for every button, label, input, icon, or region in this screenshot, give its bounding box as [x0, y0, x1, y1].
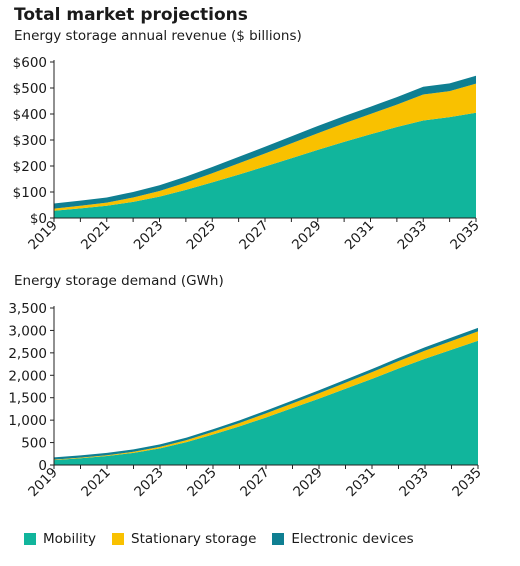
y-tick-label: 0 — [38, 458, 47, 474]
x-tick-label: 2029 — [290, 465, 326, 501]
y-tick-label: 500 — [21, 436, 47, 452]
area-electronic-devices — [54, 75, 476, 209]
y-tick-label: 2,000 — [8, 368, 47, 384]
x-tick-label: 2021 — [78, 218, 114, 254]
legend-label-electronic: Electronic devices — [291, 531, 414, 547]
y-tick-label: $0 — [30, 211, 47, 227]
y-tick-label: 1,500 — [8, 391, 47, 407]
x-tick-label: 2019 — [25, 465, 61, 501]
revenue-chart-subtitle: Energy storage annual revenue ($ billion… — [14, 28, 302, 44]
demand-area-chart: 0 500 1,000 1,500 2,000 2,500 3,000 3,500 2019 20… — [8, 301, 485, 501]
legend-item-electronic: Electronic devices — [272, 531, 414, 547]
y-tick-label: $300 — [13, 133, 47, 149]
y-tick-label: $400 — [13, 107, 47, 123]
y-tick-label: 2,500 — [8, 346, 47, 362]
legend-swatch-stationary — [112, 533, 125, 545]
x-tick-label: 2029 — [289, 218, 325, 254]
x-tick-label: 2025 — [183, 218, 219, 254]
legend-item-stationary: Stationary storage — [112, 531, 256, 547]
x-tick-label: 2025 — [184, 465, 220, 501]
legend-swatch-mobility — [24, 533, 36, 545]
y-tick-label: $100 — [13, 185, 47, 201]
y-tick-label: 3,000 — [8, 323, 47, 339]
legend: Mobility Stationary storage Electronic d… — [24, 531, 430, 547]
legend-swatch-electronic — [272, 533, 285, 545]
x-tick-label: 2027 — [237, 465, 273, 501]
x-tick-label: 2027 — [236, 218, 272, 254]
chart-title: Total market projections — [14, 5, 248, 25]
x-tick-label: 2033 — [394, 218, 430, 254]
legend-label-stationary: Stationary storage — [131, 531, 257, 547]
x-tick-label: 2035 — [449, 465, 485, 501]
x-tick-label: 2035 — [447, 218, 483, 254]
demand-chart-subtitle: Energy storage demand (GWh) — [14, 273, 224, 289]
area-stationary-storage — [54, 83, 476, 211]
area-mobility — [54, 340, 478, 465]
x-tick-label: 2023 — [131, 465, 167, 501]
x-tick-label: 2021 — [78, 465, 114, 501]
y-tick-label: $200 — [13, 159, 47, 175]
legend-item-mobility: Mobility — [24, 531, 96, 547]
y-tick-label: $500 — [13, 81, 47, 97]
area-mobility — [54, 112, 476, 218]
y-tick-label: $600 — [13, 55, 47, 71]
legend-label-mobility: Mobility — [43, 531, 97, 547]
y-tick-label: 3,500 — [8, 301, 47, 317]
y-tick-label: 1,000 — [8, 413, 47, 429]
x-tick-label: 2031 — [342, 218, 378, 254]
x-tick-label: 2033 — [396, 465, 432, 501]
x-tick-label: 2023 — [131, 218, 167, 254]
x-tick-label: 2031 — [343, 465, 379, 501]
